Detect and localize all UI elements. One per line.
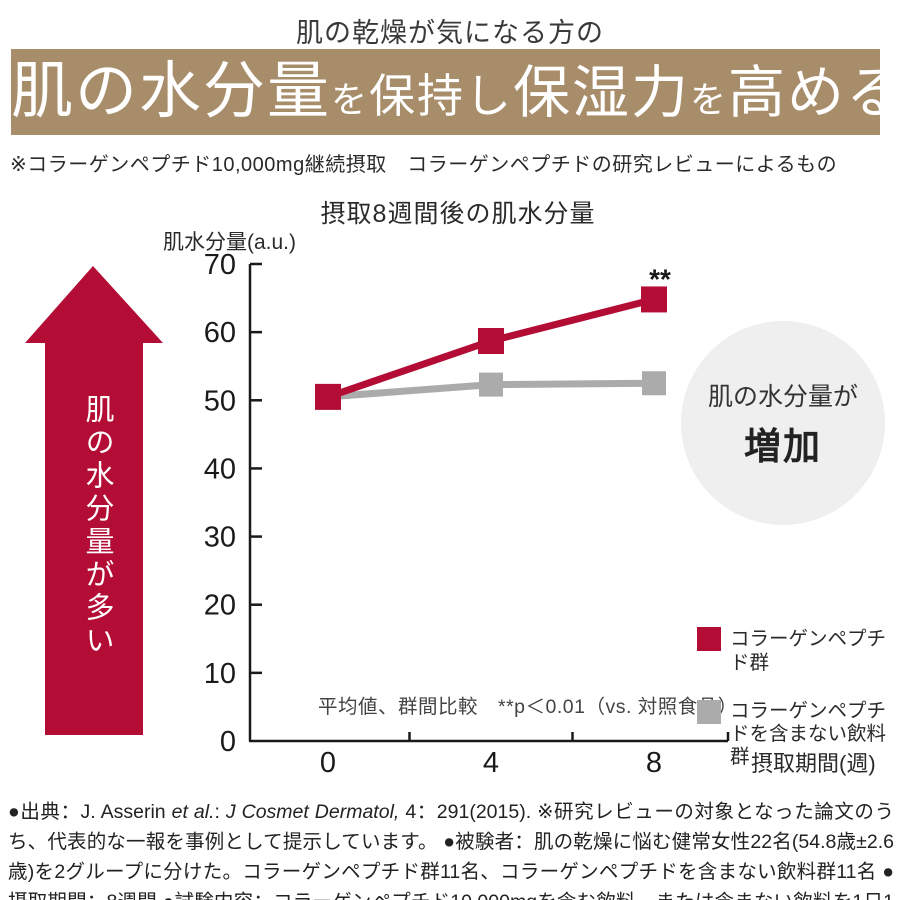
legend-swatch <box>697 627 721 651</box>
x-tick-label: 4 <box>483 747 499 779</box>
legend-swatch <box>697 700 721 724</box>
series-line <box>327 379 655 401</box>
series-line <box>326 296 655 401</box>
eyebrow-heading: 肌の乾燥が気になる方の <box>296 18 604 48</box>
data-point-marker <box>641 286 667 313</box>
banner-text-segment: 肌の水分量 <box>11 58 332 126</box>
y-tick-label: 40 <box>204 453 236 485</box>
footnote-citation-italic: et al. <box>171 800 215 823</box>
banner-text-segment: を <box>331 80 370 120</box>
arrow-label: 肌の水分量が多い <box>81 394 113 658</box>
data-point-marker <box>316 384 340 409</box>
legend-label: コラーゲンペプチド群 <box>730 628 887 674</box>
footnote-citation-italic: J Cosmet Dermatol, <box>225 800 400 823</box>
banner-text-segment: 保湿力 <box>513 62 691 125</box>
y-tick-label: 30 <box>204 522 236 554</box>
banner-text-segment: を <box>690 80 729 120</box>
footnote-text: ●出典：J. Asserin <box>8 800 172 823</box>
data-point-marker <box>642 371 666 396</box>
y-tick-label: 10 <box>204 658 236 690</box>
chart-title: 摂取8週間後の肌水分量 <box>320 200 596 228</box>
headline-banner: 肌の水分量を保持し保湿力を高める <box>11 49 900 135</box>
study-footnote: ●出典：J. Asserin et al.: J Cosmet Dermatol… <box>8 797 894 900</box>
data-point-marker <box>315 383 341 410</box>
banner-text-segment: 保持し <box>369 71 514 122</box>
banner-footnote: ※コラーゲンペプチド10,000mg継続摂取 コラーゲンペプチドの研究レビューに… <box>10 154 838 176</box>
y-tick-label: 20 <box>204 590 236 622</box>
legend-item: コラーゲンペプチド群 <box>697 627 900 675</box>
circle-text-line2: 増加 <box>744 425 822 467</box>
y-axis-title: 肌水分量(a.u.) <box>163 231 297 254</box>
legend-label: コラーゲンペプチドを含まない飲料群 <box>730 700 887 768</box>
y-tick-label: 60 <box>204 317 236 349</box>
footnote-text: 4：291(2015). ※研究レビューの対象となった論文のうち、代表的な一報を… <box>8 800 894 900</box>
x-tick-label: 8 <box>646 747 662 779</box>
stats-note: 平均値、群間比較 **p＜0.01（vs. 対照食品） <box>318 696 738 718</box>
circle-text-line1: 肌の水分量が <box>707 382 858 411</box>
highlight-circle: 肌の水分量が 増加 <box>681 321 885 525</box>
y-tick-label: 0 <box>220 726 236 758</box>
legend-item: コラーゲンペプチドを含まない飲料群 <box>697 700 900 769</box>
data-point-marker <box>478 328 504 355</box>
y-tick-label: 50 <box>204 385 236 417</box>
footnote-text: : <box>214 800 226 823</box>
significance-annotation: ** <box>649 264 671 295</box>
chart-legend: コラーゲンペプチド群コラーゲンペプチドを含まない飲料群 <box>697 627 900 794</box>
x-tick-label: 0 <box>320 747 336 779</box>
banner-text-segment: 高める <box>728 62 900 125</box>
data-point-marker <box>479 372 503 397</box>
x-axis-title: 摂取期間(週) <box>751 751 876 776</box>
